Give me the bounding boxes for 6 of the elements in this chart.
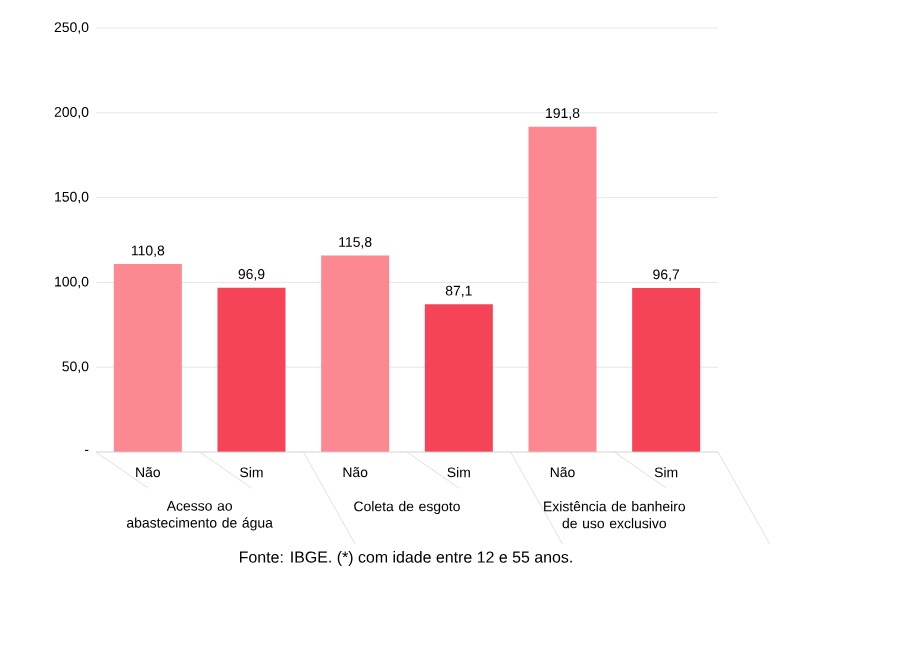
bar: [217, 287, 286, 452]
bar: [528, 126, 597, 452]
bar: [632, 288, 701, 452]
bar: [321, 255, 390, 452]
bar: [113, 264, 182, 452]
bar: [424, 304, 493, 452]
